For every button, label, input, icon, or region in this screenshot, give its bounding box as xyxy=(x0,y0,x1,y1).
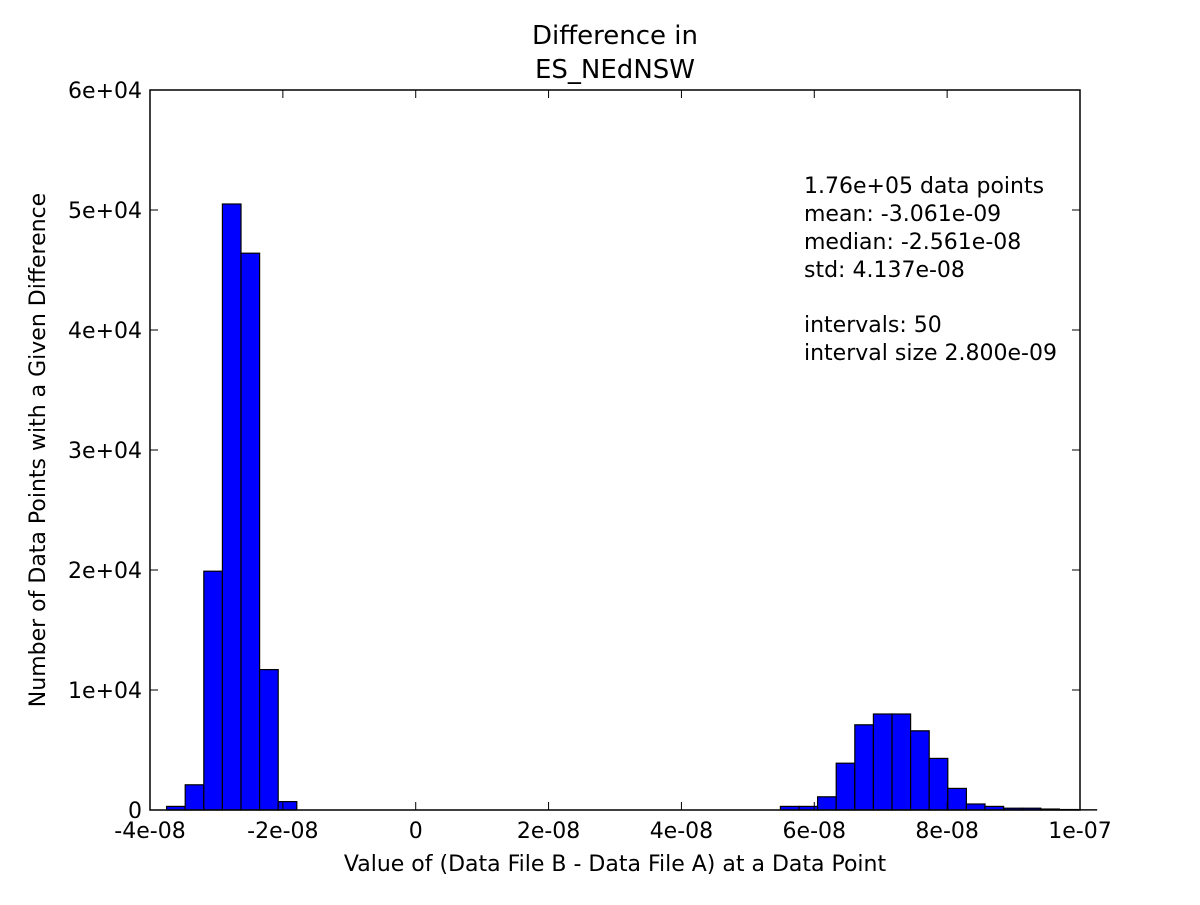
chart-title-line-2: ES_NEdNSW xyxy=(535,55,695,85)
x-tick-label: 4e-08 xyxy=(650,819,713,844)
y-tick-label: 0 xyxy=(128,799,142,824)
histogram-bar xyxy=(892,714,911,810)
y-axis-label: Number of Data Points with a Given Diffe… xyxy=(26,193,51,707)
histogram-bar xyxy=(278,802,297,810)
histogram-bar xyxy=(929,758,948,810)
histogram-bar xyxy=(204,571,223,810)
chart-title-line-1: Difference in xyxy=(532,21,698,51)
y-tick-label: 1e+04 xyxy=(68,679,142,704)
histogram-bar xyxy=(836,763,855,810)
x-tick-label: -2e-08 xyxy=(247,819,318,844)
histogram-bar xyxy=(241,253,260,810)
y-tick-label: 4e+04 xyxy=(68,319,142,344)
annotation-line-7: interval size 2.800e-09 xyxy=(804,341,1057,366)
histogram-bar xyxy=(873,714,892,810)
x-tick-label: 6e-08 xyxy=(783,819,846,844)
annotation-line-1: 1.76e+05 data points xyxy=(804,174,1044,199)
histogram-bar xyxy=(222,204,241,810)
y-tick-label: 5e+04 xyxy=(68,199,142,224)
histogram-bar xyxy=(185,785,204,810)
histogram-bar xyxy=(911,731,930,810)
histogram-bar xyxy=(966,804,985,810)
x-tick-label: 2e-08 xyxy=(517,819,580,844)
bars-group xyxy=(167,204,1097,810)
x-tick-label: 1e-07 xyxy=(1048,819,1111,844)
x-tick-label: 8e-08 xyxy=(915,819,978,844)
y-tick-label: 3e+04 xyxy=(68,439,142,464)
y-tick-label: 2e+04 xyxy=(68,559,142,584)
histogram-bar xyxy=(855,725,874,810)
annotation-line-6: intervals: 50 xyxy=(804,313,942,338)
x-tick-label: -4e-08 xyxy=(114,819,185,844)
histogram-bar xyxy=(818,797,837,810)
annotation-line-4: std: 4.137e-08 xyxy=(804,258,965,283)
x-tick-label: 0 xyxy=(409,819,423,844)
annotation-line-3: median: -2.561e-08 xyxy=(804,230,1021,255)
y-tick-label: 6e+04 xyxy=(68,79,142,104)
x-axis-label: Value of (Data File B - Data File A) at … xyxy=(344,852,887,877)
histogram-bar xyxy=(948,788,967,810)
histogram-bar xyxy=(260,670,279,810)
annotation-line-2: mean: -3.061e-09 xyxy=(804,202,1001,227)
